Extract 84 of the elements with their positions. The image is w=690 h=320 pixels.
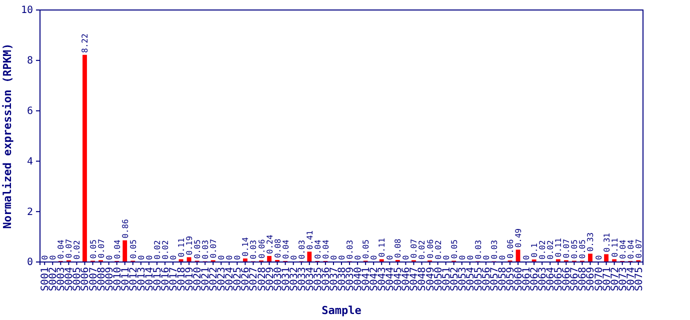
data-label: 0.05 [362, 239, 371, 259]
data-label: 0.03 [346, 240, 355, 260]
data-label: 0 [289, 255, 298, 260]
data-label: 0.07 [410, 238, 419, 258]
y-tick-label: 10 [20, 5, 33, 16]
data-label: 0.05 [193, 239, 202, 259]
data-label: 0.07 [209, 238, 218, 258]
data-label: 0.02 [434, 240, 443, 260]
data-label: 0 [458, 255, 467, 260]
data-label: 0.03 [490, 240, 499, 260]
y-tick-label: 4 [26, 156, 33, 168]
y-tick-label: 0 [26, 257, 33, 268]
y-tick-label: 8 [26, 56, 33, 67]
data-label: 0.02 [72, 240, 82, 260]
data-label: 0.05 [578, 239, 588, 259]
data-label: 0.41 [305, 230, 314, 250]
data-label: 0 [338, 255, 346, 260]
data-label: 0 [217, 255, 226, 260]
data-label: 0.1 [530, 242, 540, 258]
data-label: 0 [386, 255, 395, 260]
data-label: 0.19 [185, 236, 194, 256]
y-axis-title: Normalized expression (RPKM) [1, 43, 14, 229]
data-label: 0.11 [378, 238, 387, 258]
data-label: 0 [168, 255, 178, 260]
data-label: 0 [370, 255, 379, 260]
data-label: 0.02 [546, 240, 556, 260]
data-label: 0.06 [506, 239, 516, 258]
data-label: 0.11 [554, 238, 564, 258]
data-label: 0.08 [273, 238, 282, 258]
x-axis-title: Sample [322, 304, 362, 317]
data-label: 0.07 [562, 238, 572, 258]
data-label: 0.33 [586, 232, 596, 252]
data-label: 0.07 [96, 238, 106, 258]
data-label: 0.07 [64, 238, 74, 258]
data-label: 0 [48, 255, 58, 260]
data-label: 0.05 [88, 239, 98, 259]
data-label: 0.31 [602, 232, 612, 252]
data-label: 0.03 [249, 240, 258, 260]
data-label: 0.11 [177, 238, 186, 258]
data-label: 0.08 [394, 238, 403, 258]
y-tick-label: 2 [26, 206, 33, 218]
data-label: 0 [136, 255, 146, 260]
data-label: 0.24 [265, 234, 274, 254]
data-label: 0.02 [418, 240, 427, 260]
data-label: 0 [144, 255, 154, 260]
data-label: 0.86 [120, 218, 130, 238]
data-label: 0 [233, 255, 242, 260]
data-label: 0.11 [610, 238, 620, 258]
data-label: 0 [40, 255, 50, 260]
data-label: 0.04 [626, 240, 636, 259]
data-label: 0.04 [313, 240, 322, 259]
data-label: 0 [466, 255, 475, 260]
x-tick-label: S075 [634, 267, 645, 292]
data-label: 0.03 [297, 240, 306, 260]
data-label: 0.04 [321, 240, 330, 259]
data-label: 0.03 [201, 240, 210, 260]
data-label: 0.04 [281, 240, 290, 259]
data-label: 0 [225, 255, 234, 260]
data-label: 0.05 [570, 239, 580, 259]
y-tick-label: 6 [26, 106, 33, 117]
data-label: 0 [522, 255, 532, 260]
data-label: 0.05 [450, 239, 459, 259]
data-label: 0.49 [514, 228, 524, 248]
data-label: 0 [104, 255, 114, 260]
data-label: 0.04 [112, 240, 122, 259]
data-label: 0 [442, 255, 451, 260]
data-label: 0.02 [538, 240, 548, 260]
data-label: 0 [594, 255, 604, 260]
data-label: 0 [329, 255, 338, 260]
data-label: 0.07 [634, 238, 644, 258]
data-label: 8.22 [80, 33, 90, 53]
data-label: 0.03 [474, 240, 483, 260]
data-label: 0.04 [618, 240, 628, 259]
data-label: 0.05 [128, 239, 138, 259]
data-label: 0 [402, 255, 411, 260]
data-label: 0.02 [160, 240, 170, 260]
data-label: 0 [354, 255, 363, 260]
data-label: 0 [482, 255, 491, 260]
data-label: 0.04 [56, 240, 66, 259]
data-label: 0 [498, 255, 507, 260]
data-label: 0.06 [257, 239, 266, 258]
data-label: 0.06 [426, 239, 435, 258]
data-label: 0.02 [152, 240, 162, 260]
data-label: 0.14 [241, 237, 250, 256]
